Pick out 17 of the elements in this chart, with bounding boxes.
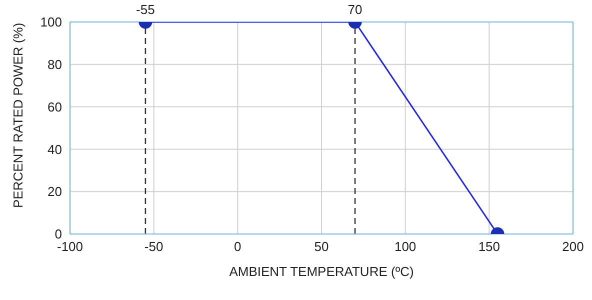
y-tick-label: 20	[48, 184, 62, 200]
x-tick-label: 200	[562, 239, 584, 254]
y-tick-label: 60	[48, 99, 62, 114]
x-tick-label: 0	[234, 239, 242, 254]
x-tick-label: 100	[394, 239, 416, 254]
x-axis-title: AMBIENT TEMPERATURE (ºC)	[229, 264, 414, 279]
x-tick-label: -100	[56, 239, 84, 254]
y-axis-title: PERCENT RATED POWER (%)	[10, 22, 26, 208]
x-tick-label: -50	[144, 239, 164, 254]
ref-line-label: -55	[136, 2, 155, 17]
x-tick-label: 150	[478, 239, 500, 254]
y-tick-label: 80	[48, 57, 62, 72]
y-tick-label: 0	[54, 226, 62, 242]
x-tick-label: 50	[314, 239, 329, 254]
y-tick-label: 100	[40, 14, 62, 30]
y-tick-label: 40	[48, 142, 62, 157]
ref-line-label: 70	[348, 2, 362, 17]
